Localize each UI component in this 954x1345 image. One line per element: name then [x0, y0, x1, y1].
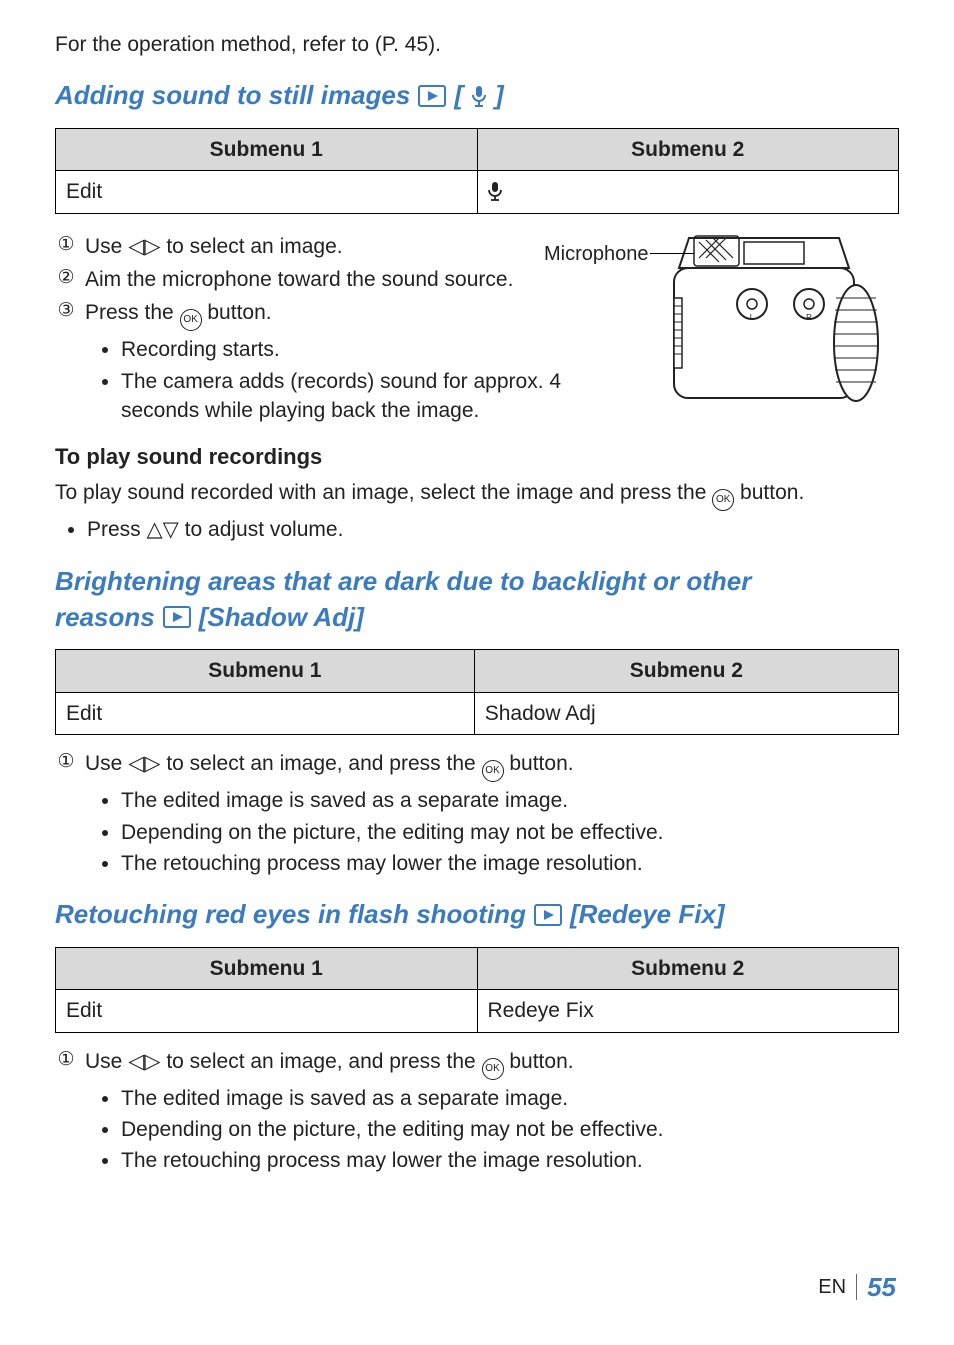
step2-text: Aim the microphone toward the sound sour…: [85, 265, 513, 294]
step-number-3: ③: [55, 298, 77, 325]
bullet-item: The retouching process may lower the ima…: [121, 849, 899, 878]
section1-submenu-table: Submenu 1 Submenu 2 Edit: [55, 128, 899, 214]
camera-illustration: Microphone: [644, 228, 899, 423]
step1-pre: Use: [85, 235, 128, 258]
bullet-item: The retouching process may lower the ima…: [121, 1146, 899, 1175]
table-cell: [477, 171, 899, 213]
mic-icon: [488, 181, 502, 201]
ok-button-icon: OK: [712, 489, 734, 511]
section3-title: Retouching red eyes in flash shooting [R…: [55, 896, 899, 932]
camera-svg: L R: [644, 228, 899, 418]
section2-submenu-table: Submenu 1 Submenu 2 Edit Shadow Adj: [55, 649, 899, 735]
table-header: Submenu 1: [56, 128, 478, 170]
step-number-1: ①: [55, 232, 77, 259]
step1-post: to select an image.: [161, 235, 343, 258]
footer-divider: [856, 1274, 857, 1300]
left-right-arrows-icon: ◁▷: [128, 752, 160, 775]
table-cell: Redeye Fix: [477, 990, 899, 1032]
step3-post: button.: [202, 301, 272, 324]
section1-title-text: Adding sound to still images: [55, 77, 410, 113]
playback-icon: [534, 904, 562, 926]
bullet-item: Depending on the picture, the editing ma…: [121, 1115, 899, 1144]
s2-post: button.: [504, 752, 574, 775]
table-cell: Shadow Adj: [474, 692, 898, 734]
section1-steps: ① Use ◁▷ to select an image. ② Aim the m…: [55, 228, 626, 428]
section2-title-text: Brightening areas that are dark due to b…: [55, 566, 751, 596]
bullet-item: The edited image is saved as a separate …: [121, 786, 899, 815]
section2-reasons: reasons: [55, 599, 155, 635]
s3-mid: to select an image, and press the: [161, 1050, 482, 1073]
playback-icon: [163, 606, 191, 628]
section2-tag: [Shadow Adj]: [199, 599, 364, 635]
section1-para: To play sound recorded with an image, se…: [55, 478, 899, 511]
section1-subhead: To play sound recordings: [55, 442, 899, 473]
s2-mid: to select an image, and press the: [161, 752, 482, 775]
left-right-arrows-icon: ◁▷: [128, 235, 160, 258]
para-post: button.: [734, 481, 804, 504]
table-cell: Edit: [56, 692, 475, 734]
intro-line: For the operation method, refer to (P. 4…: [55, 30, 899, 59]
vol-pre: Press: [87, 518, 147, 541]
table-header: Submenu 1: [56, 650, 475, 692]
step3-text: Press the OK button.: [85, 298, 272, 331]
bracket-close: ]: [495, 77, 504, 113]
table-cell: Edit: [56, 990, 478, 1032]
s3-post: button.: [504, 1050, 574, 1073]
s3-pre: Use: [85, 1050, 128, 1073]
step-number-2: ②: [55, 265, 77, 292]
vol-post: to adjust volume.: [179, 518, 344, 541]
footer-lang: EN: [818, 1273, 846, 1301]
svg-text:R: R: [806, 313, 812, 322]
table-header: Submenu 1: [56, 947, 478, 989]
svg-text:L: L: [750, 313, 755, 322]
bullet-item: Recording starts.: [121, 335, 626, 364]
ok-button-icon: OK: [180, 309, 202, 331]
label-leader-line: [650, 253, 694, 254]
bracket-open: [: [454, 77, 463, 113]
section3-title-text: Retouching red eyes in flash shooting: [55, 896, 526, 932]
left-right-arrows-icon: ◁▷: [128, 1050, 160, 1073]
table-header: Submenu 2: [477, 128, 899, 170]
mic-icon: [471, 85, 487, 107]
section1-title: Adding sound to still images [ ]: [55, 77, 899, 113]
step-number-1: ①: [55, 749, 77, 776]
playback-icon: [418, 85, 446, 107]
s2-pre: Use: [85, 752, 128, 775]
ok-button-icon: OK: [482, 1058, 504, 1080]
volume-bullet: Press △▽ to adjust volume.: [87, 515, 899, 544]
bullet-item: Depending on the picture, the editing ma…: [121, 818, 899, 847]
step3-pre: Press the: [85, 301, 180, 324]
bullet-item: The edited image is saved as a separate …: [121, 1084, 899, 1113]
up-down-arrows-icon: △▽: [147, 518, 179, 541]
bullet-item: The camera adds (records) sound for appr…: [121, 367, 626, 426]
page-footer: EN 55: [818, 1269, 896, 1305]
section3-tag: [Redeye Fix]: [570, 896, 725, 932]
microphone-label: Microphone: [544, 240, 649, 268]
section2-step: Use ◁▷ to select an image, and press the…: [85, 749, 574, 782]
table-header: Submenu 2: [474, 650, 898, 692]
ok-button-icon: OK: [482, 760, 504, 782]
step1-text: Use ◁▷ to select an image.: [85, 232, 343, 261]
footer-page-number: 55: [867, 1269, 896, 1305]
para-pre: To play sound recorded with an image, se…: [55, 481, 712, 504]
table-header: Submenu 2: [477, 947, 899, 989]
section3-submenu-table: Submenu 1 Submenu 2 Edit Redeye Fix: [55, 947, 899, 1033]
table-cell: Edit: [56, 171, 478, 213]
section3-step: Use ◁▷ to select an image, and press the…: [85, 1047, 574, 1080]
step-number-1: ①: [55, 1047, 77, 1074]
section2-title: Brightening areas that are dark due to b…: [55, 563, 899, 636]
